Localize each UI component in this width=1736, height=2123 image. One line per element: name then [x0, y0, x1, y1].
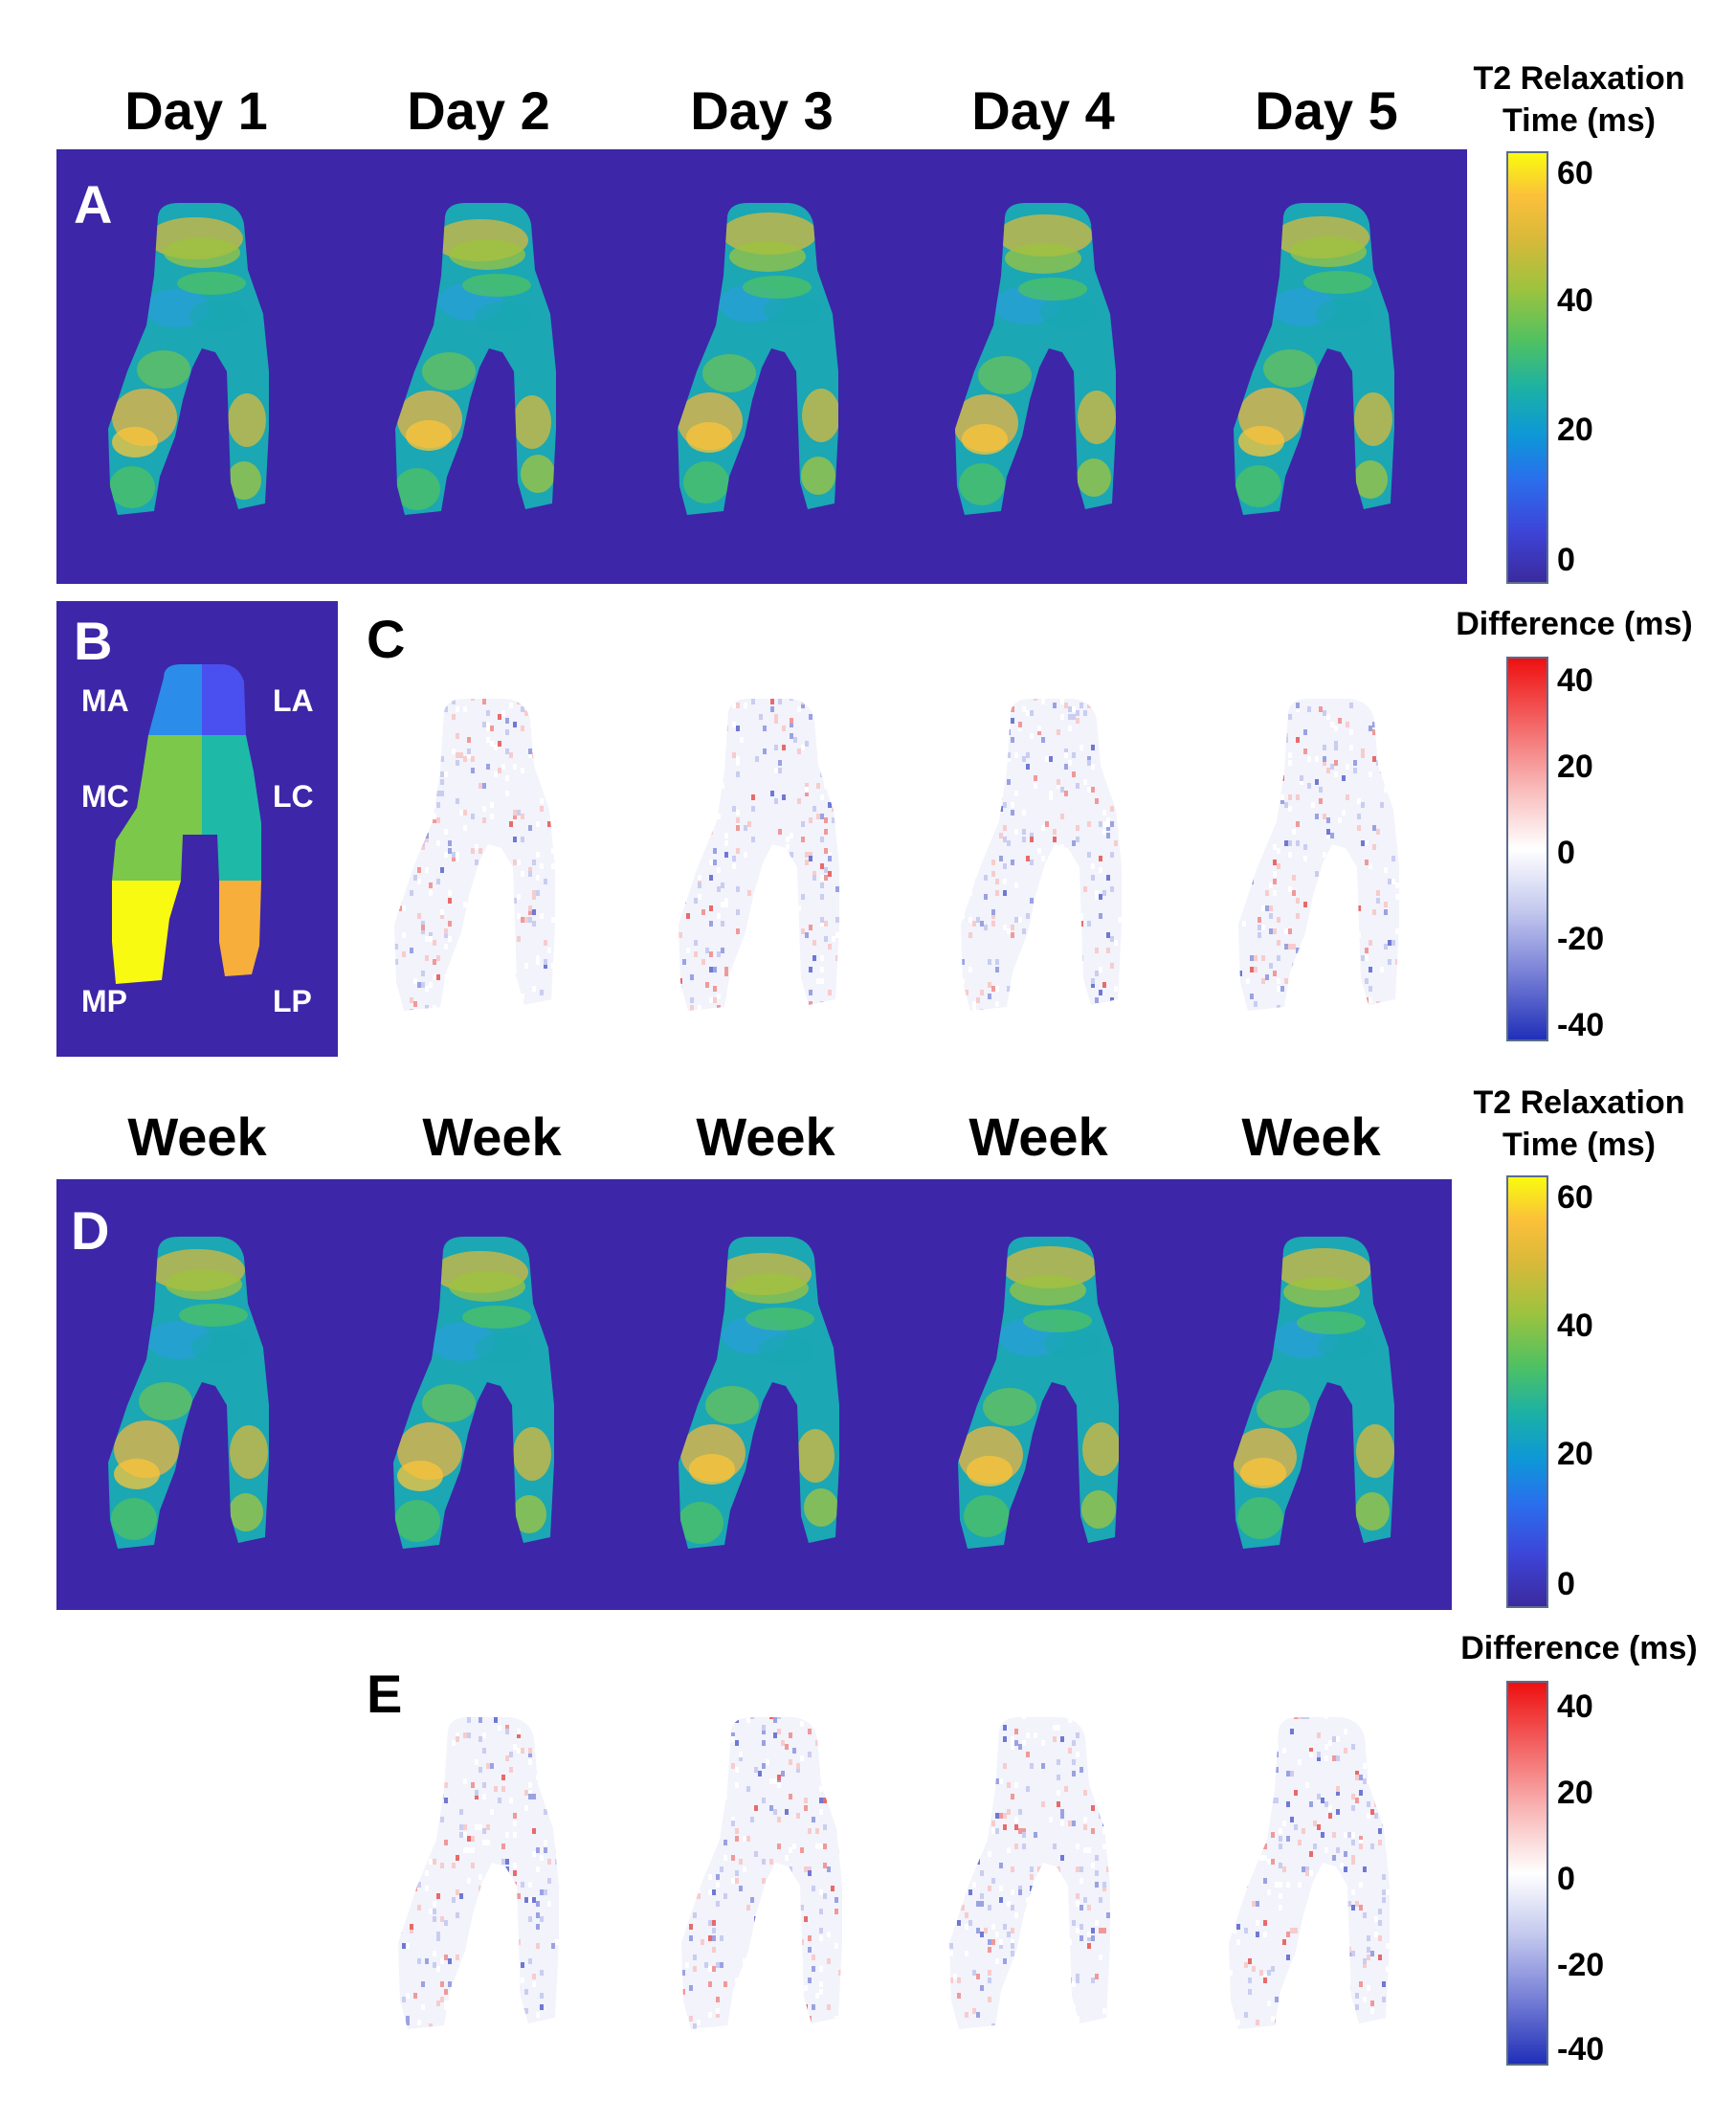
region-ma — [148, 664, 202, 735]
knee-t2-map-4 — [955, 203, 1116, 515]
panel-c-label: C — [367, 609, 406, 669]
region-label-lp: LP — [273, 984, 312, 1018]
t2-colorbar-lower — [1506, 1175, 1548, 1608]
t2-tick-20: 20 — [1557, 412, 1593, 448]
knee-difference-map-4 — [1229, 1717, 1390, 2029]
diff-tick-20-lower: 20 — [1557, 1775, 1593, 1811]
knee-difference-map-3 — [949, 1717, 1110, 2029]
diff-colorbar-lower — [1506, 1681, 1548, 2066]
t2-colorbar-title-lower: T2 Relaxation Time (ms) — [1473, 1084, 1685, 1164]
region-label-lc: LC — [273, 779, 314, 814]
panel-d-t2-maps — [108, 1237, 1394, 1549]
knee-difference-map-1 — [394, 699, 555, 1011]
panel-c-difference-maps — [394, 699, 1399, 1011]
diff-colorbar-title-lower: Difference (ms) — [1460, 1630, 1698, 1666]
t2-tick-60-lower: 60 — [1557, 1179, 1593, 1216]
panel-b-region-map — [112, 664, 261, 984]
panel-a-label: A — [74, 174, 113, 235]
t2-tick-20-lower: 20 — [1557, 1436, 1593, 1472]
diff-tick-minus20-lower: -20 — [1557, 1947, 1605, 1983]
diff-tick-40-upper: 40 — [1557, 662, 1593, 699]
t2-tick-40: 40 — [1557, 282, 1593, 319]
region-lc — [202, 735, 261, 881]
region-label-mc: MC — [81, 779, 129, 814]
t2-tick-60: 60 — [1557, 155, 1593, 191]
column-header-day-3: Day 3 — [690, 80, 834, 141]
knee-difference-map-4 — [1238, 699, 1399, 1011]
diff-tick-40-lower: 40 — [1557, 1688, 1593, 1725]
knee-difference-map-2 — [681, 1717, 842, 2029]
region-mp — [112, 881, 181, 984]
panel-e-difference-maps — [398, 1717, 1390, 2029]
knee-t2-map-1 — [108, 1237, 269, 1549]
t2-tick-0-lower: 0 — [1557, 1566, 1575, 1602]
region-label-la: LA — [273, 683, 314, 718]
knee-t2-map-5 — [1234, 203, 1394, 515]
knee-t2-map-2 — [393, 1237, 554, 1549]
panel-b-label: B — [74, 611, 113, 671]
diff-colorbar-upper — [1506, 657, 1548, 1041]
region-label-mp: MP — [81, 984, 127, 1018]
diff-tick-0-lower: 0 — [1557, 1861, 1575, 1897]
knee-t2-map-2 — [395, 203, 556, 515]
diff-tick-0-upper: 0 — [1557, 835, 1575, 871]
knee-t2-map-5 — [1234, 1237, 1394, 1549]
knee-difference-map-3 — [961, 699, 1122, 1011]
region-label-ma: MA — [81, 683, 129, 718]
column-header-day-1: Day 1 — [124, 80, 268, 141]
diff-tick-minus20-upper: -20 — [1557, 921, 1605, 957]
knee-difference-map-2 — [679, 699, 839, 1011]
diff-tick-minus40-upper: -40 — [1557, 1007, 1605, 1043]
knee-t2-map-4 — [958, 1237, 1119, 1549]
t2-tick-0: 0 — [1557, 542, 1575, 578]
knee-t2-map-3 — [678, 203, 838, 515]
diff-tick-minus40-lower: -40 — [1557, 2031, 1605, 2067]
column-header-day-5: Day 5 — [1255, 80, 1398, 141]
region-la — [202, 664, 246, 735]
t2-tick-40-lower: 40 — [1557, 1307, 1593, 1344]
t2-colorbar-title: T2 Relaxation Time (ms) — [1473, 60, 1685, 140]
knee-t2-map-3 — [679, 1237, 839, 1549]
region-mc — [112, 735, 202, 881]
panel-d-label: D — [71, 1200, 110, 1261]
diff-colorbar-title-upper: Difference (ms) — [1456, 606, 1693, 642]
panel-e-label: E — [367, 1664, 403, 1724]
knee-t2-map-1 — [108, 203, 269, 515]
t2-colorbar — [1506, 151, 1548, 584]
panel-a-t2-maps — [108, 203, 1394, 515]
column-header-day-2: Day 2 — [407, 80, 550, 141]
knee-difference-map-1 — [398, 1717, 559, 2029]
region-lp — [219, 881, 261, 976]
diff-tick-20-upper: 20 — [1557, 749, 1593, 785]
column-header-day-4: Day 4 — [971, 80, 1115, 141]
